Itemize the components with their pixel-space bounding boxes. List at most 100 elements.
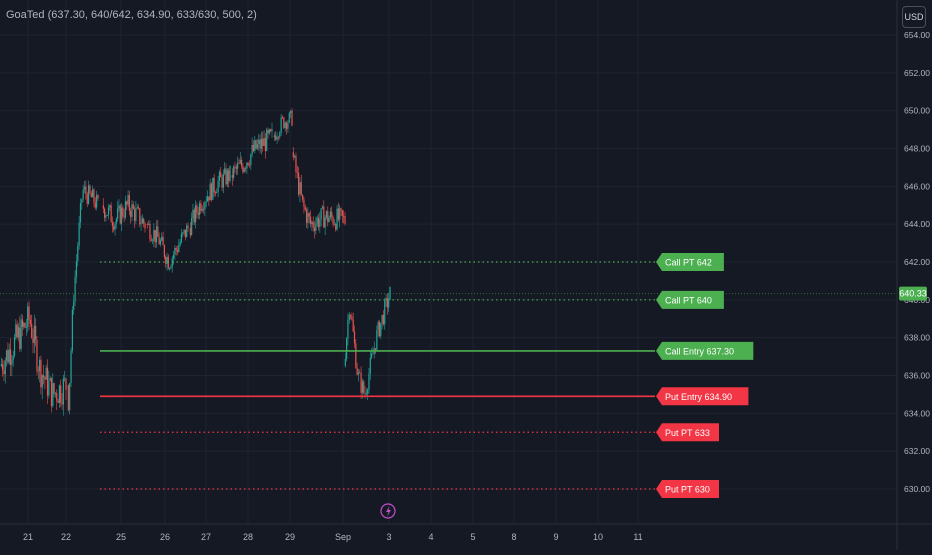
candle xyxy=(52,373,54,408)
candle-body xyxy=(82,189,84,200)
candle-body xyxy=(208,196,210,201)
candle-body xyxy=(17,327,20,338)
candle xyxy=(12,350,14,367)
candle-body xyxy=(106,215,108,217)
candle xyxy=(323,200,325,228)
candle xyxy=(128,190,130,216)
time-axis[interactable]: 21 22 25 26 27 28 29 Sep 3 4 5 8 9 10 11 xyxy=(0,523,932,542)
candle xyxy=(105,212,107,222)
candle-body xyxy=(312,221,314,228)
candle xyxy=(74,270,76,307)
candle-body xyxy=(284,122,286,128)
price-tag: 640.33 xyxy=(899,286,927,301)
candle-body xyxy=(254,140,256,152)
candle xyxy=(237,156,239,175)
candle xyxy=(221,174,223,192)
level-label: Call PT 640 xyxy=(665,295,712,305)
level-label-badge xyxy=(656,480,719,498)
candle xyxy=(148,220,150,225)
candle-body xyxy=(381,314,383,323)
candle-body xyxy=(12,355,14,361)
candle-body xyxy=(23,323,25,327)
candle-body xyxy=(309,216,312,225)
time-tick-label: 11 xyxy=(633,532,642,542)
currency-button[interactable]: USD xyxy=(902,6,926,28)
candle xyxy=(2,359,4,377)
candle-body xyxy=(317,217,320,228)
time-tick-label: 26 xyxy=(160,532,170,542)
candle xyxy=(292,147,294,161)
candle xyxy=(196,202,198,219)
candle-body xyxy=(335,224,337,230)
candle xyxy=(290,110,292,118)
candle-body xyxy=(281,117,284,119)
candle-body xyxy=(302,194,304,200)
candle xyxy=(60,379,62,407)
candle-body xyxy=(251,145,253,155)
level-put-entry-634-90: Put Entry 634.90 xyxy=(100,387,749,406)
candle xyxy=(176,245,179,256)
candle-body xyxy=(166,256,168,264)
candle-body xyxy=(151,240,154,242)
candle-body xyxy=(15,324,17,338)
candle xyxy=(7,342,9,365)
candle-body xyxy=(56,392,58,401)
candle-body xyxy=(273,135,275,138)
candle xyxy=(9,338,12,377)
candle-body xyxy=(296,171,298,173)
candle xyxy=(20,313,22,352)
candle-body xyxy=(114,223,116,230)
candle xyxy=(283,116,285,129)
candle-body xyxy=(153,230,155,241)
candle-body xyxy=(287,122,289,129)
candle-body xyxy=(161,236,163,241)
candle-body xyxy=(384,300,386,325)
candle-body xyxy=(250,154,252,166)
candle xyxy=(193,207,195,226)
indicator-title[interactable]: GoaTed (637.30, 640/642, 634.90, 633/630… xyxy=(6,9,257,21)
candle xyxy=(212,177,214,200)
candle xyxy=(161,232,163,242)
candle-body xyxy=(344,359,346,367)
candle xyxy=(69,382,71,415)
candle xyxy=(89,184,91,195)
candle-body xyxy=(155,226,158,243)
candle-body xyxy=(133,208,136,221)
candle-body xyxy=(210,183,213,200)
candle xyxy=(37,366,39,380)
candle-body xyxy=(268,129,270,134)
candle xyxy=(229,165,231,184)
candle-body xyxy=(246,162,248,169)
candle xyxy=(368,367,370,395)
lightning-icon[interactable] xyxy=(380,503,396,519)
candle-body xyxy=(321,206,324,209)
candle xyxy=(21,314,24,336)
candle-body xyxy=(73,301,75,310)
candle-body xyxy=(79,202,82,223)
candle-body xyxy=(216,192,218,194)
candle-body xyxy=(167,256,169,269)
time-tick-label: 22 xyxy=(61,532,71,542)
candle xyxy=(90,190,92,198)
candle xyxy=(260,131,263,155)
candle-body xyxy=(115,218,117,224)
candle-body xyxy=(178,245,180,252)
candle xyxy=(263,130,265,146)
candle-body xyxy=(105,215,107,218)
candle xyxy=(246,162,248,174)
time-tick-label: 9 xyxy=(553,532,558,542)
candle xyxy=(204,200,206,217)
candle xyxy=(332,215,334,228)
candle xyxy=(78,215,80,250)
candle-body xyxy=(280,117,282,133)
candle xyxy=(376,325,378,352)
candle-body xyxy=(288,112,290,123)
candle-body xyxy=(2,364,4,371)
candle xyxy=(155,220,158,248)
price-tick-label: 646.00 xyxy=(904,181,930,191)
candle xyxy=(42,364,45,385)
candle-body xyxy=(90,193,92,198)
level-label: Put PT 633 xyxy=(665,428,710,438)
